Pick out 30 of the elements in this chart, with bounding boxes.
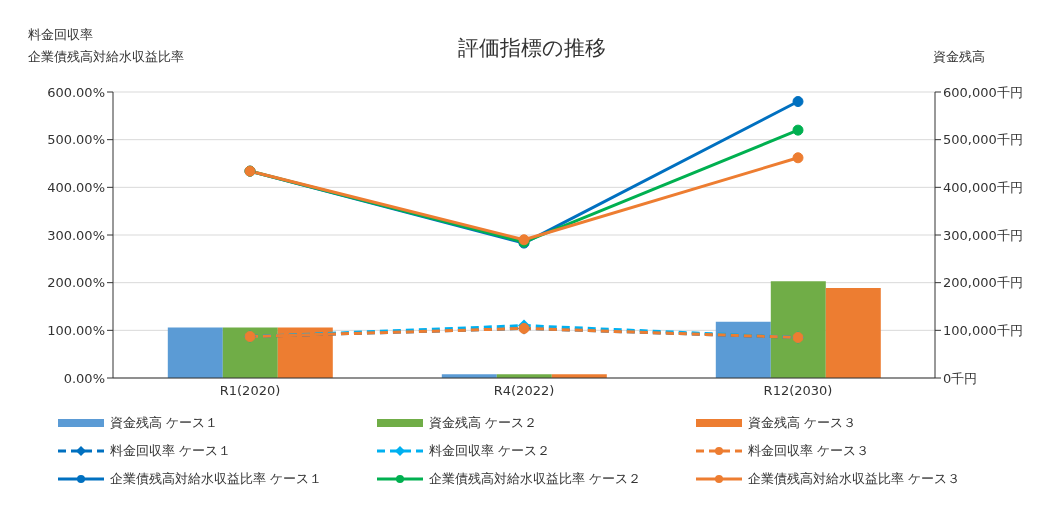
y-tick-label: 600.00% <box>47 84 105 100</box>
legend-label: 資金残高 ケース１ <box>110 414 219 432</box>
legend-label: 料金回収率 ケース３ <box>748 442 870 460</box>
y-tick-label: 0.00% <box>63 370 105 386</box>
y2-tick-label: 400,000千円 <box>943 179 1023 195</box>
y-tick-label: 300.00% <box>47 227 105 243</box>
y2-tick-label: 0千円 <box>943 370 978 386</box>
y-tick-label: 500.00% <box>47 132 105 148</box>
legend-label: 資金残高 ケース２ <box>429 414 538 432</box>
legend-label: 料金回収率 ケース１ <box>110 442 232 460</box>
y-tick-label: 100.00% <box>47 322 105 338</box>
legend-label: 企業債残高対給水収益比率 ケース３ <box>748 470 961 488</box>
y2-tick-label: 300,000千円 <box>943 227 1023 243</box>
y2-tick-label: 200,000千円 <box>943 275 1023 291</box>
legend-label: 企業債残高対給水収益比率 ケース２ <box>429 470 642 488</box>
x-tick-label: R12(2030) <box>763 383 833 399</box>
text: 企業債残高対給水収益比率 <box>28 48 184 66</box>
x-tick-label: R4(2022) <box>493 383 555 399</box>
y-tick-label: 200.00% <box>47 275 105 291</box>
y-tick-label: 400.00% <box>47 179 105 195</box>
y2-axis-title: 資金残高 <box>933 48 985 66</box>
legend-label: 資金残高 ケース３ <box>748 414 857 432</box>
legend-label: 料金回収率 ケース２ <box>429 442 551 460</box>
x-tick-label: R1(2020) <box>219 383 281 399</box>
chart-title: 評価指標の推移 <box>457 36 606 60</box>
y2-tick-label: 100,000千円 <box>943 322 1023 338</box>
y2-tick-label: 600,000千円 <box>943 84 1023 100</box>
legend-label: 企業債残高対給水収益比率 ケース１ <box>110 470 323 488</box>
y-axis-title: 料金回収率 <box>28 26 94 44</box>
y2-tick-label: 500,000千円 <box>943 132 1023 148</box>
